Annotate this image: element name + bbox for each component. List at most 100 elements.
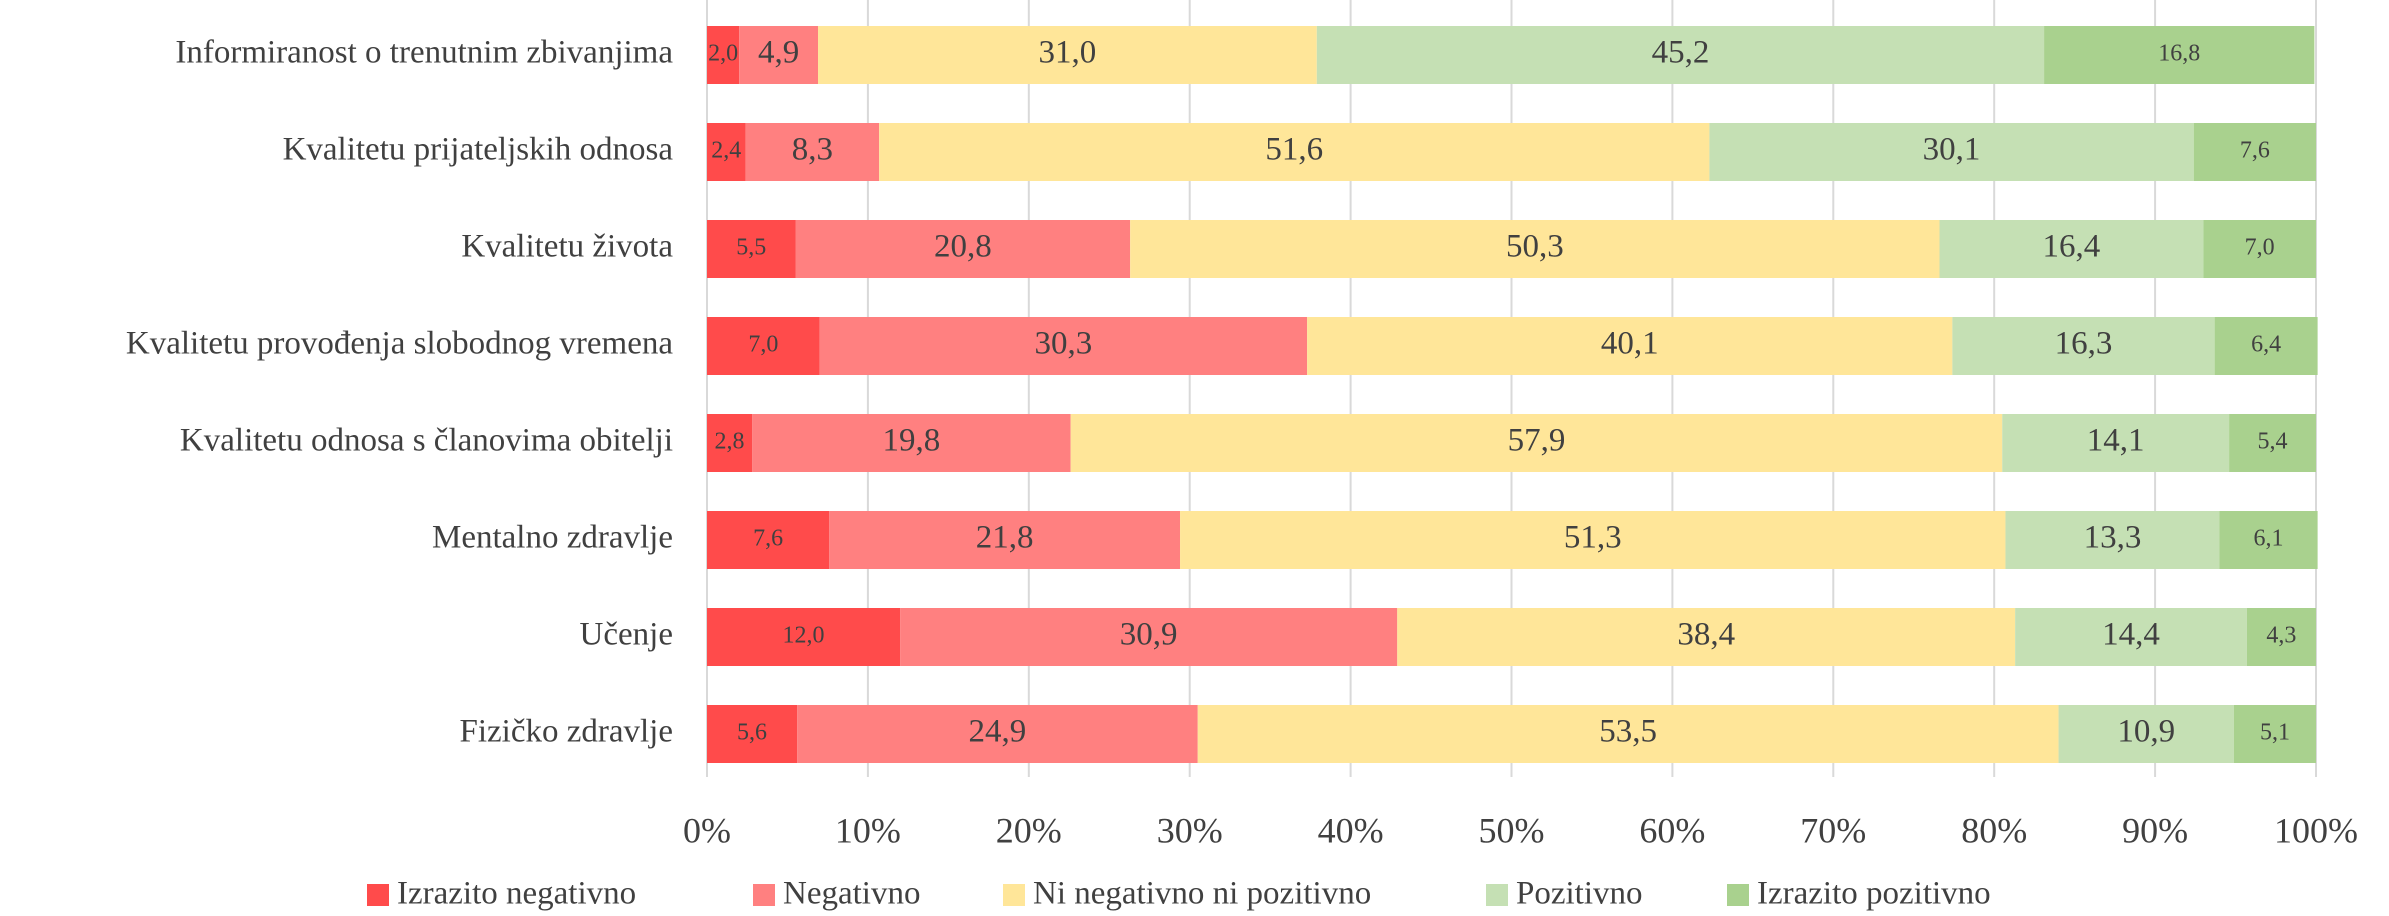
bar-segment (1709, 123, 2194, 181)
bar-segment (879, 123, 1710, 181)
data-label: 7,0 (748, 332, 778, 358)
data-label: 16,3 (2055, 326, 2113, 362)
legend-label: Izrazito negativno (397, 876, 636, 912)
data-label: 24,9 (969, 714, 1027, 750)
data-label: 7,6 (2240, 138, 2270, 164)
category-label: Kvalitetu odnosa s članovima obitelji (180, 423, 673, 459)
legend-label: Ni negativno ni pozitivno (1033, 876, 1371, 912)
data-label: 30,3 (1035, 326, 1093, 362)
data-label: 57,9 (1508, 423, 1566, 459)
category-label: Kvalitetu prijateljskih odnosa (283, 132, 674, 168)
bar-segment (1070, 414, 2003, 472)
bar-segment (1307, 317, 1953, 375)
data-label: 4,9 (758, 35, 799, 71)
data-label: 30,9 (1120, 617, 1178, 653)
bar-segment (797, 705, 1198, 763)
legend-label: Pozitivno (1516, 876, 1643, 912)
bar-segment (2214, 317, 2318, 375)
data-label: 20,8 (934, 229, 992, 265)
x-tick-label: 70% (1800, 810, 1866, 850)
bar-segment (829, 511, 1181, 569)
legend-swatch (1003, 884, 1025, 906)
bar-segment (2005, 511, 2220, 569)
bar-segment (1952, 317, 2215, 375)
bar-segment (707, 705, 798, 763)
bar-segment (1397, 608, 2016, 666)
x-tick-label: 90% (2122, 810, 2188, 850)
bar-segment (1316, 26, 2045, 84)
data-label: 14,4 (2102, 617, 2160, 653)
legend-swatch (1727, 884, 1749, 906)
bar-segment (2233, 705, 2316, 763)
bar-segment (707, 608, 901, 666)
data-label: 14,1 (2087, 423, 2145, 459)
data-label: 5,6 (737, 720, 767, 746)
bar-segment (739, 26, 819, 84)
data-label: 7,6 (753, 526, 783, 552)
legend-swatch (367, 884, 389, 906)
bar-segment (2044, 26, 2315, 84)
bar-segment (2058, 705, 2234, 763)
category-label: Kvalitetu života (461, 229, 673, 265)
category-label: Mentalno zdravlje (432, 520, 673, 556)
bar-segment (707, 511, 830, 569)
data-label: 16,4 (2043, 229, 2101, 265)
data-label: 5,1 (2260, 720, 2290, 746)
x-tick-label: 80% (1961, 810, 2027, 850)
category-label: Kvalitetu provođenja slobodnog vremena (126, 326, 673, 362)
bar-segment (795, 220, 1131, 278)
x-tick-label: 10% (835, 810, 901, 850)
data-label: 5,4 (2258, 429, 2288, 455)
x-tick-label: 50% (1479, 810, 1545, 850)
bar-segment (2246, 608, 2316, 666)
bar-segment (2015, 608, 2247, 666)
bar-segment (707, 123, 746, 181)
data-label: 19,8 (882, 423, 940, 459)
x-tick-label: 100% (2274, 810, 2358, 850)
legend-swatch (1486, 884, 1508, 906)
legend-swatch (753, 884, 775, 906)
data-label: 45,2 (1652, 35, 1710, 71)
data-label: 50,3 (1506, 229, 1564, 265)
bar-segment (707, 414, 753, 472)
category-label: Fizičko zdravlje (459, 714, 673, 750)
bar-segment (707, 317, 820, 375)
data-label: 12,0 (783, 623, 825, 649)
data-label: 16,8 (2158, 41, 2200, 67)
bar-segment (752, 414, 1071, 472)
x-tick-label: 30% (1157, 810, 1223, 850)
data-label: 4,3 (2266, 623, 2296, 649)
bar-segment (819, 317, 1308, 375)
x-tick-label: 0% (683, 810, 731, 850)
bar-segment (818, 26, 1317, 84)
category-label: Informiranost o trenutnim zbivanjima (175, 35, 673, 71)
bar-segment (1197, 705, 2059, 763)
data-label: 2,0 (708, 41, 738, 67)
bar-segment (2219, 511, 2318, 569)
data-label: 10,9 (2117, 714, 2175, 750)
data-label: 13,3 (2084, 520, 2142, 556)
data-label: 2,8 (715, 429, 745, 455)
data-label: 21,8 (976, 520, 1034, 556)
data-label: 5,5 (736, 235, 766, 261)
bar-segment (2002, 414, 2230, 472)
data-label: 6,4 (2251, 332, 2281, 358)
bar-segment (2203, 220, 2316, 278)
data-label: 51,6 (1265, 132, 1323, 168)
bar-segment (707, 220, 796, 278)
data-label: 53,5 (1599, 714, 1657, 750)
data-label: 51,3 (1564, 520, 1622, 556)
data-label: 8,3 (792, 132, 833, 168)
category-label: Učenje (580, 617, 673, 653)
legend-label: Izrazito pozitivno (1757, 876, 1991, 912)
legend-label: Negativno (783, 876, 920, 912)
x-tick-label: 20% (996, 810, 1062, 850)
bar-segment (707, 26, 740, 84)
bar-segment (1939, 220, 2204, 278)
data-label: 38,4 (1677, 617, 1735, 653)
x-tick-label: 60% (1639, 810, 1705, 850)
data-label: 30,1 (1923, 132, 1981, 168)
x-tick-label: 40% (1318, 810, 1384, 850)
bar-segment (1180, 511, 2006, 569)
